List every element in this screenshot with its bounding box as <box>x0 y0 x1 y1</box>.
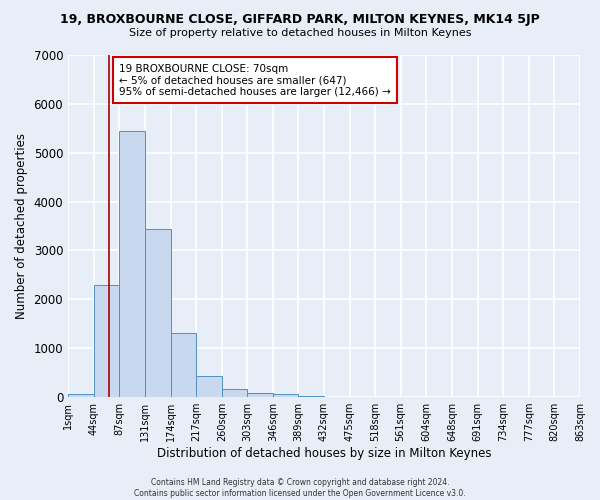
Bar <box>68 394 94 397</box>
Bar <box>145 230 171 397</box>
Bar <box>196 376 222 397</box>
Bar <box>171 333 196 397</box>
Bar <box>298 396 324 397</box>
Bar <box>247 392 273 397</box>
Y-axis label: Number of detached properties: Number of detached properties <box>15 133 28 319</box>
Text: Size of property relative to detached houses in Milton Keynes: Size of property relative to detached ho… <box>129 28 471 38</box>
Text: 19, BROXBOURNE CLOSE, GIFFARD PARK, MILTON KEYNES, MK14 5JP: 19, BROXBOURNE CLOSE, GIFFARD PARK, MILT… <box>60 12 540 26</box>
Bar <box>273 394 298 397</box>
Bar <box>222 390 247 397</box>
Bar <box>94 284 119 397</box>
Text: Contains HM Land Registry data © Crown copyright and database right 2024.
Contai: Contains HM Land Registry data © Crown c… <box>134 478 466 498</box>
Text: 19 BROXBOURNE CLOSE: 70sqm
← 5% of detached houses are smaller (647)
95% of semi: 19 BROXBOURNE CLOSE: 70sqm ← 5% of detac… <box>119 64 391 97</box>
Bar <box>119 130 145 397</box>
X-axis label: Distribution of detached houses by size in Milton Keynes: Distribution of detached houses by size … <box>157 447 491 460</box>
